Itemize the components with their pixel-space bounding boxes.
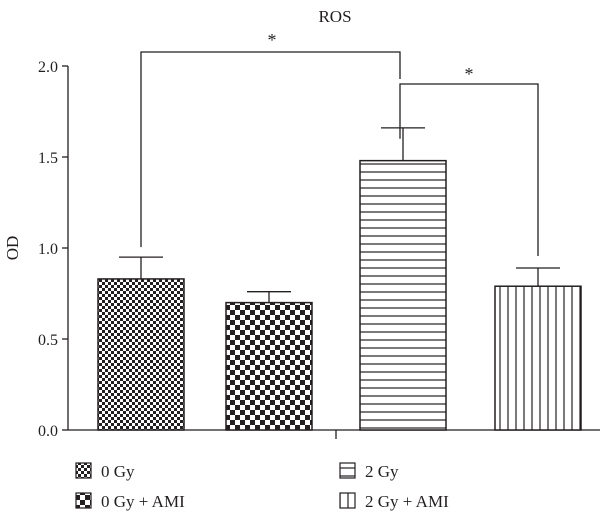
significance-bracket <box>140 51 401 248</box>
legend: 0 Gy 2 Gy 0 Gy + AMI 2 Gy + AMI <box>75 462 449 511</box>
significance-star: * <box>268 30 277 50</box>
legend-swatch <box>75 492 92 509</box>
legend-label: 2 Gy + AMI <box>365 492 449 511</box>
significance-bracket <box>399 83 539 257</box>
legend-swatch <box>75 462 92 479</box>
error-bars <box>119 127 560 303</box>
bar <box>494 285 582 431</box>
significance-brackets: ** <box>140 30 539 257</box>
y-tick-label: 1.5 <box>38 150 58 167</box>
bars <box>97 159 582 431</box>
bar <box>359 159 447 431</box>
legend-label: 0 Gy + AMI <box>101 492 185 511</box>
legend-label: 0 Gy <box>101 462 135 481</box>
bar <box>225 301 313 431</box>
legend-swatch <box>339 462 356 479</box>
significance-star: * <box>465 64 474 84</box>
y-axis-label: OD <box>3 236 22 261</box>
chart-title: ROS <box>318 7 351 26</box>
y-tick-label: 2.0 <box>38 59 58 76</box>
y-tick-label: 1.0 <box>38 241 58 258</box>
y-tick-label: 0.5 <box>38 332 58 349</box>
bar <box>97 278 185 431</box>
y-tick-label: 0.0 <box>38 423 58 440</box>
legend-swatch <box>339 492 356 509</box>
legend-label: 2 Gy <box>365 462 399 481</box>
